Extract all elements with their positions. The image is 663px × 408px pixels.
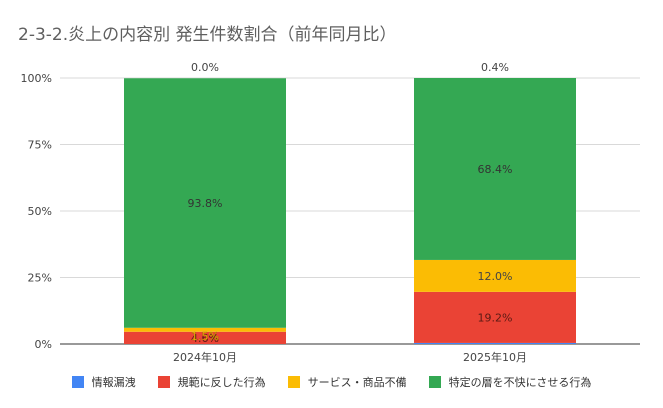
- data-label: 0.4%: [481, 61, 509, 74]
- data-label: 0.0%: [191, 61, 219, 74]
- x-tick-label: 2024年10月: [173, 350, 237, 364]
- bar-segment: [414, 291, 576, 343]
- data-label: 1.5%: [191, 330, 219, 343]
- legend-item: 規範に反した行為: [157, 374, 266, 390]
- legend-item: サービス・商品不備: [287, 374, 407, 390]
- data-label: 68.4%: [478, 163, 513, 176]
- data-label: 12.0%: [478, 270, 513, 283]
- bar-segment: [414, 342, 576, 344]
- bar-segment: [124, 331, 286, 344]
- bar-segment: [414, 259, 576, 292]
- y-tick-label: 100%: [21, 72, 52, 85]
- chart-title: 2-3-2.炎上の内容別 発生件数割合（前年同月比）: [18, 25, 397, 45]
- data-label: 4.6%: [191, 332, 219, 345]
- legend-swatch: [428, 376, 441, 388]
- legend-swatch: [71, 376, 84, 388]
- y-tick-label: 0%: [35, 338, 52, 351]
- legend-swatch: [287, 376, 300, 388]
- y-tick-label: 75%: [28, 139, 52, 152]
- legend-item: 特定の層を不快にさせる行為: [428, 374, 592, 390]
- y-tick-label: 50%: [28, 205, 52, 218]
- data-label: 19.2%: [478, 311, 513, 324]
- legend-label: 情報漏洩: [91, 376, 136, 389]
- bar-segment: [124, 327, 286, 332]
- bar-segment: [124, 78, 286, 328]
- legend-swatch: [157, 376, 170, 388]
- legend-label: サービス・商品不備: [307, 376, 407, 389]
- data-label: 93.8%: [188, 197, 223, 210]
- legend: 情報漏洩 規範に反した行為 サービス・商品不備 特定の層を不快にさせる行為: [0, 373, 663, 391]
- y-tick-label: 25%: [28, 272, 52, 285]
- legend-label: 規範に反した行為: [177, 376, 266, 389]
- bar-segment: [414, 78, 576, 260]
- x-tick-label: 2025年10月: [463, 350, 527, 364]
- legend-label: 特定の層を不快にさせる行為: [448, 376, 592, 389]
- legend-item: 情報漏洩: [71, 374, 136, 390]
